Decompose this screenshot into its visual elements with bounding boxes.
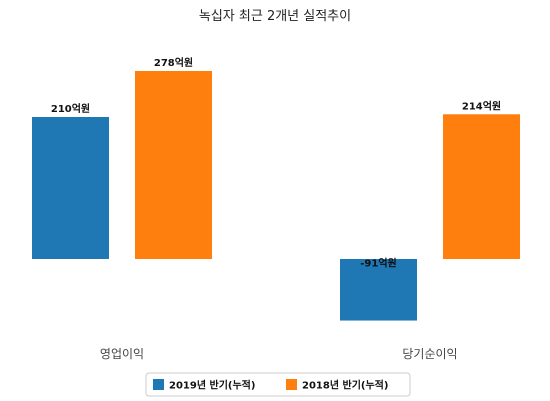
bar-1-series-1 xyxy=(32,116,109,259)
bar-2-series-2 xyxy=(443,114,520,259)
legend-swatch xyxy=(153,379,164,390)
data-label: 278억원 xyxy=(154,56,193,69)
bar-2-series-1 xyxy=(340,259,417,321)
legend-frame xyxy=(145,372,411,397)
data-label: 210억원 xyxy=(51,102,90,115)
category-label: 당기순이익 xyxy=(402,347,457,361)
data-label: -91억원 xyxy=(360,256,396,269)
category-label: 영업이익 xyxy=(100,347,144,361)
legend-swatch xyxy=(286,379,297,390)
legend: 2019년 반기(누적) 2018년 반기(누적) xyxy=(145,372,411,397)
legend-entry: 2018년 반기(누적) xyxy=(302,379,388,392)
data-label: 214억원 xyxy=(462,99,501,112)
chart-title: 녹십자 최근 2개년 실적추이 xyxy=(199,9,351,24)
legend-entry: 2019년 반기(누적) xyxy=(169,379,255,392)
bar-1-series-2 xyxy=(135,71,212,259)
